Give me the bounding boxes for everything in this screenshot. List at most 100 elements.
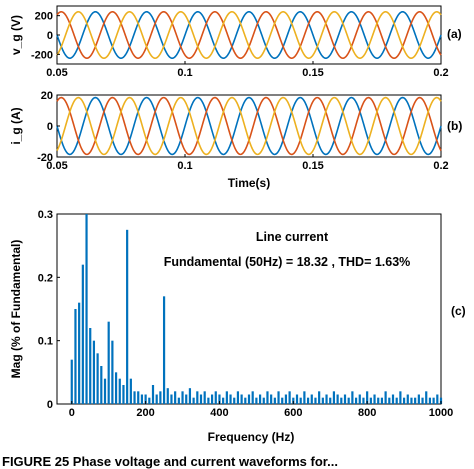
y-tick-label: 0 (47, 399, 53, 411)
harmonic-bar (421, 398, 423, 404)
y-tick-label: 0.3 (38, 209, 53, 221)
harmonic-bar (152, 385, 154, 404)
harmonic-bar (189, 388, 191, 404)
harmonic-bar (399, 391, 401, 404)
harmonic-bar (351, 391, 353, 404)
harmonic-bar (355, 398, 357, 404)
harmonic-bar (141, 395, 143, 405)
harmonic-bar (85, 214, 87, 404)
panel-c-annotation: Fundamental (50Hz) = 18.32 , THD= 1.63% (164, 255, 411, 269)
harmonic-bar (263, 398, 265, 404)
harmonic-bar (248, 395, 250, 405)
x-tick-label: 0.15 (302, 160, 323, 172)
harmonic-bar (222, 398, 224, 404)
panel-a-label: (a) (447, 27, 462, 41)
y-tick-label: 0.2 (38, 272, 53, 284)
harmonic-bar (241, 395, 243, 405)
x-tick-label: 1000 (429, 407, 453, 419)
panel-c: 0 200 400 600 800 100000.10.20.3 Line current… (9, 209, 466, 444)
harmonic-bar (307, 398, 309, 404)
harmonic-bar (156, 395, 158, 405)
harmonic-bar (78, 303, 80, 404)
harmonic-bar (159, 391, 161, 404)
harmonic-bar (255, 398, 257, 404)
panel-a-frame (57, 6, 441, 64)
harmonic-bar (200, 395, 202, 405)
harmonic-bar (322, 398, 324, 404)
x-tick-label: 0.1 (177, 160, 192, 172)
harmonic-bar (377, 398, 379, 404)
harmonic-bar (71, 360, 73, 404)
harmonic-bar (325, 395, 327, 405)
harmonic-bar (115, 372, 117, 404)
harmonic-bar (130, 379, 132, 404)
panel-b: 0.05 0.1 0.15 0.2 20 0 -20 i_g (A) (b) Time(s) (9, 90, 462, 190)
harmonic-bar (178, 398, 180, 404)
harmonic-bar (207, 398, 209, 404)
harmonic-bar (211, 395, 213, 405)
y-tick-label: -200 (31, 49, 53, 61)
harmonic-bar (237, 391, 239, 404)
harmonic-bar (414, 398, 416, 404)
panel-c-xlabel: Frequency (Hz) (208, 430, 295, 444)
harmonic-bar (215, 391, 217, 404)
harmonic-bar (226, 391, 228, 404)
harmonic-bar (340, 398, 342, 404)
harmonic-bar (285, 395, 287, 405)
harmonic-bar (185, 395, 187, 405)
panel-c-frame (57, 214, 441, 404)
harmonic-bar (181, 391, 183, 404)
harmonic-bar (89, 328, 91, 404)
harmonic-bar (348, 398, 350, 404)
harmonic-bar (126, 230, 128, 404)
harmonic-bar (163, 296, 165, 404)
y-tick-label: 0.1 (38, 336, 53, 348)
panel-c-label: (c) (451, 304, 466, 318)
harmonic-bar (296, 395, 298, 405)
harmonic-bar (111, 341, 113, 404)
harmonic-bar (429, 398, 431, 404)
harmonic-bar (148, 398, 150, 404)
panel-a: 0.05 0.1 0.15 0.2 200 0 -200 v_g (V) (a) (9, 6, 462, 79)
harmonic-bar (392, 395, 394, 405)
y-tick-label: 20 (41, 90, 53, 102)
harmonic-bar (266, 391, 268, 404)
harmonic-bar (373, 395, 375, 405)
harmonic-bar (344, 395, 346, 405)
y-tick-label: -20 (37, 152, 53, 164)
harmonic-bar (74, 309, 76, 404)
harmonic-bar (281, 398, 283, 404)
harmonic-bar (359, 395, 361, 405)
harmonic-bar (100, 366, 102, 404)
harmonic-bar (133, 391, 135, 404)
x-tick-label: 600 (284, 407, 302, 419)
harmonic-bar (270, 395, 272, 405)
harmonic-bar (259, 395, 261, 405)
harmonic-bar (97, 353, 99, 404)
x-tick-label: 0 (69, 407, 75, 419)
x-tick-label: 0.15 (302, 67, 323, 79)
harmonic-bar (274, 398, 276, 404)
x-tick-label: 400 (210, 407, 228, 419)
harmonic-bar (252, 391, 254, 404)
harmonic-bar (108, 322, 110, 404)
harmonic-bar (436, 395, 438, 405)
panel-b-label: (b) (447, 119, 462, 133)
harmonic-bar (370, 398, 372, 404)
harmonic-bar (425, 391, 427, 404)
panel-c-ylabel: Mag (% of Fundamental) (9, 240, 23, 379)
harmonic-bar (119, 379, 121, 404)
harmonic-bar (403, 398, 405, 404)
x-tick-label: 200 (136, 407, 154, 419)
y-tick-label: 0 (47, 121, 53, 133)
harmonic-bar (193, 398, 195, 404)
harmonic-bar (337, 395, 339, 405)
x-tick-label: 0.1 (177, 67, 192, 79)
harmonic-bar (314, 398, 316, 404)
y-tick-label: 200 (35, 11, 53, 23)
harmonic-bar (233, 398, 235, 404)
harmonic-bar (388, 398, 390, 404)
harmonic-bar (381, 398, 383, 404)
harmonic-bar (418, 395, 420, 405)
